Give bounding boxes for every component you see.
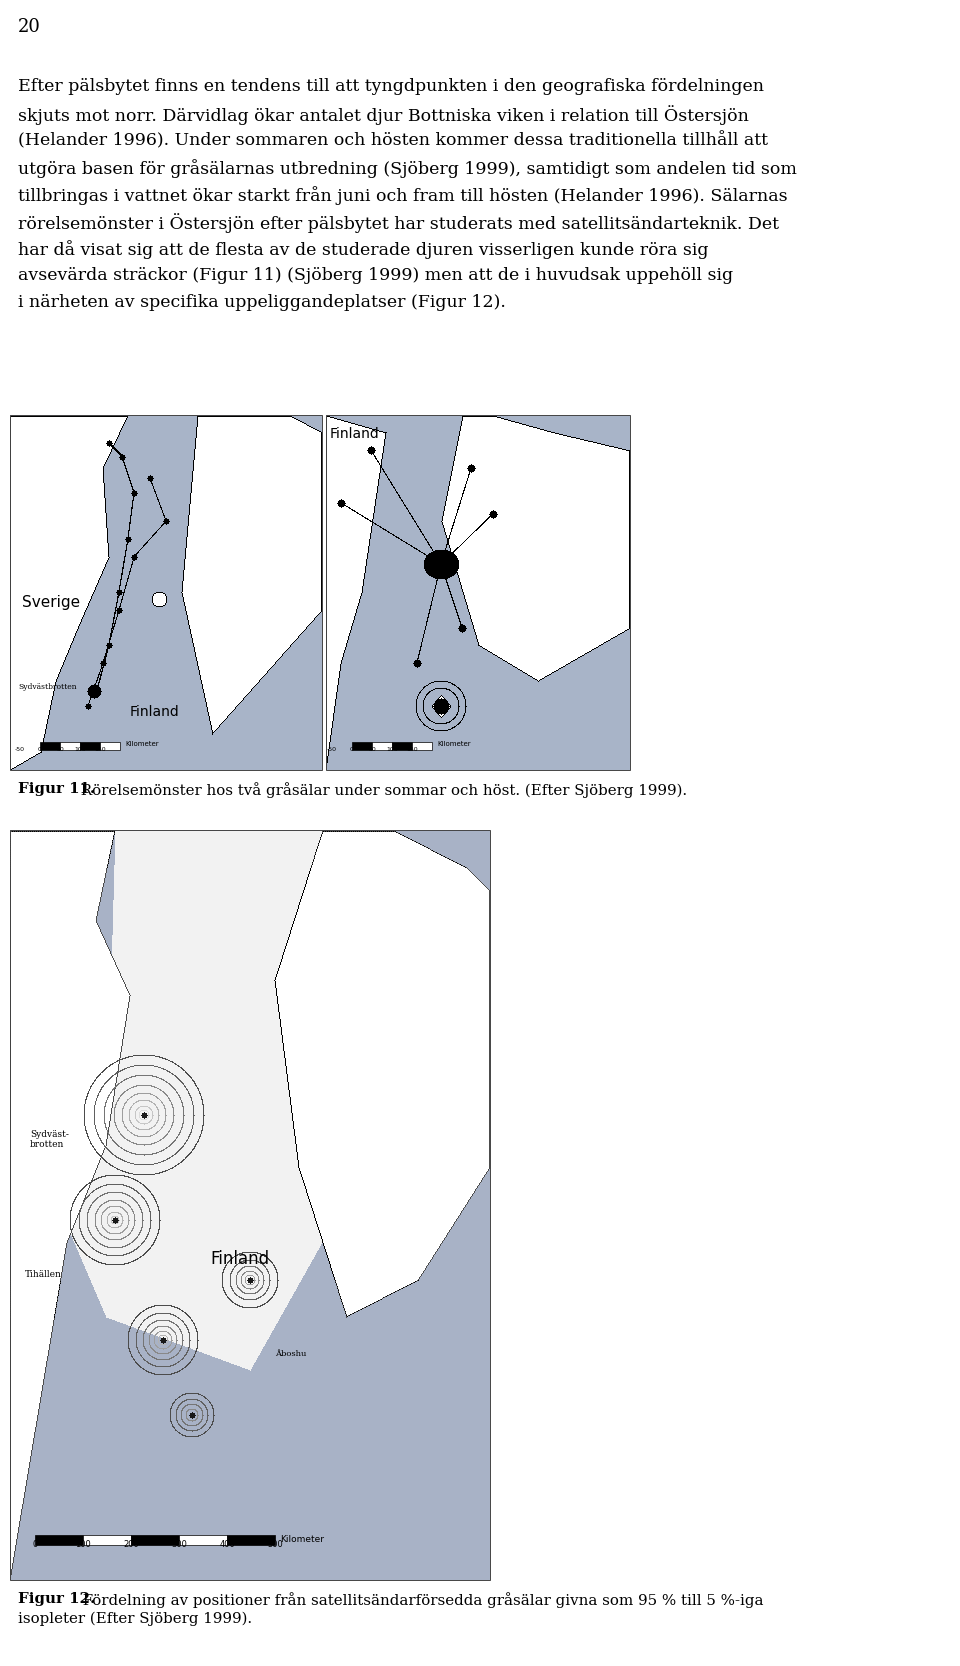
Text: isopleter (Efter Sjöberg 1999).: isopleter (Efter Sjöberg 1999). <box>18 1613 252 1626</box>
Bar <box>326 415 630 770</box>
Text: Kilometer: Kilometer <box>280 1534 324 1543</box>
Text: Rörelsemönster hos två gråsälar under sommar och höst. (Efter Sjöberg 1999).: Rörelsemönster hos två gråsälar under so… <box>76 781 687 798</box>
Text: 400: 400 <box>219 1539 235 1549</box>
Text: rörelsemönster i Östersjön efter pälsbytet har studerats med satellitsändartekni: rörelsemönster i Östersjön efter pälsbyt… <box>18 213 779 233</box>
Text: 200: 200 <box>123 1539 139 1549</box>
Bar <box>372 741 392 750</box>
Text: Åboshu: Åboshu <box>275 1349 306 1358</box>
Text: 100: 100 <box>74 746 85 751</box>
Bar <box>352 741 372 750</box>
Bar <box>40 741 60 750</box>
Text: Sydväst-
brotten: Sydväst- brotten <box>30 1130 69 1150</box>
Bar <box>131 1534 179 1544</box>
Text: 0: 0 <box>33 1539 37 1549</box>
Bar <box>10 415 322 770</box>
Text: Finland: Finland <box>210 1250 269 1268</box>
Bar <box>83 1534 131 1544</box>
Text: 300: 300 <box>171 1539 187 1549</box>
Text: -50: -50 <box>327 746 337 751</box>
Text: Kilometer: Kilometer <box>437 741 470 746</box>
Text: 150: 150 <box>406 746 418 751</box>
Text: Figur 12.: Figur 12. <box>18 1593 95 1606</box>
Text: -50: -50 <box>15 746 25 751</box>
Text: Kilometer: Kilometer <box>125 741 158 746</box>
Text: tillbringas i vattnet ökar starkt från juni och fram till hösten (Helander 1996): tillbringas i vattnet ökar starkt från j… <box>18 187 787 205</box>
Text: har då visat sig att de flesta av de studerade djuren visserligen kunde röra sig: har då visat sig att de flesta av de stu… <box>18 240 708 258</box>
Bar <box>35 1534 83 1544</box>
Text: 0: 0 <box>38 746 42 751</box>
Text: Figur 11.: Figur 11. <box>18 781 95 796</box>
Bar <box>392 741 412 750</box>
Bar <box>412 741 432 750</box>
Text: (Helander 1996). Under sommaren och hösten kommer dessa traditionella tillhåll a: (Helander 1996). Under sommaren och höst… <box>18 132 768 150</box>
Bar <box>10 830 490 1579</box>
Text: 100: 100 <box>75 1539 91 1549</box>
Text: Efter pälsbytet finns en tendens till att tyngdpunkten i den geografiska fördeln: Efter pälsbytet finns en tendens till at… <box>18 78 764 95</box>
Bar <box>60 741 80 750</box>
Text: Fördelning av positioner från satellitsändarförsedda gråsälar givna som 95 % til: Fördelning av positioner från satellitsä… <box>78 1593 763 1608</box>
Text: Finland: Finland <box>330 426 380 441</box>
Text: 500: 500 <box>267 1539 283 1549</box>
Text: 20: 20 <box>18 18 41 37</box>
Text: avsevärda sträckor (Figur 11) (Sjöberg 1999) men att de i huvudsak uppehöll sig: avsevärda sträckor (Figur 11) (Sjöberg 1… <box>18 267 733 283</box>
Text: 0: 0 <box>350 746 354 751</box>
Bar <box>227 1534 275 1544</box>
Text: 50: 50 <box>368 746 376 751</box>
Text: i närheten av specifika uppeliggandeplatser (Figur 12).: i närheten av specifika uppeliggandeplat… <box>18 293 506 312</box>
Text: skjuts mot norr. Därvidlag ökar antalet djur Bottniska viken i relation till Öst: skjuts mot norr. Därvidlag ökar antalet … <box>18 105 749 125</box>
Bar <box>80 741 100 750</box>
Text: Tihällen: Tihällen <box>25 1269 61 1279</box>
Bar <box>179 1534 227 1544</box>
Text: Sverige: Sverige <box>22 595 80 610</box>
Text: utgöra basen för gråsälarnas utbredning (Sjöberg 1999), samtidigt som andelen ti: utgöra basen för gråsälarnas utbredning … <box>18 158 797 178</box>
Text: Sydvästbrotten: Sydvästbrotten <box>18 683 77 691</box>
Text: 50: 50 <box>56 746 64 751</box>
Bar <box>100 741 120 750</box>
Text: 100: 100 <box>386 746 397 751</box>
Text: 150: 150 <box>94 746 106 751</box>
Text: Finland: Finland <box>130 705 180 720</box>
